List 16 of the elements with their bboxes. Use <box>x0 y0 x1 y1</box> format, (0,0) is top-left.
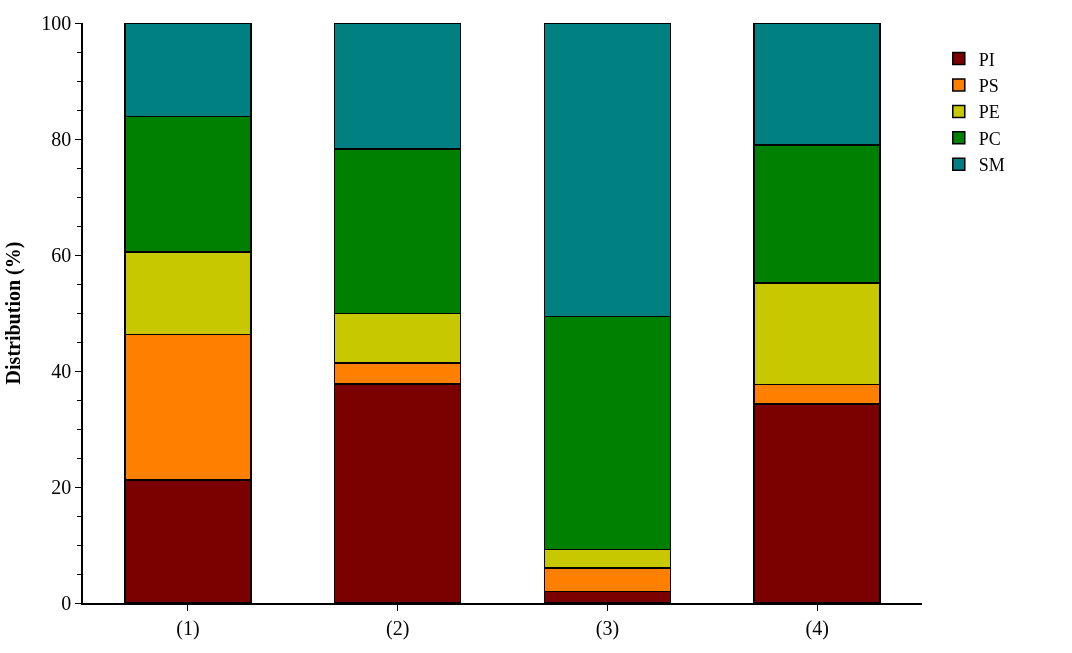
y-tick-label: 80 <box>51 128 72 150</box>
legend-label: PC <box>978 128 1001 149</box>
y-tick-label: 20 <box>51 476 72 498</box>
x-tick-label: (2) <box>385 616 410 640</box>
legend-label: PI <box>978 49 995 70</box>
legend-label: PS <box>978 76 999 97</box>
y-axis-title: Distribution (%) <box>2 241 26 385</box>
y-tick-label: 100 <box>41 12 72 34</box>
legend-label: SM <box>978 155 1005 176</box>
y-tick-label: 0 <box>61 592 72 614</box>
y-tick-label: 40 <box>51 360 72 382</box>
x-tick-label: (4) <box>805 616 829 640</box>
x-tick-label: (1) <box>176 616 200 640</box>
x-tick-label: (3) <box>595 616 620 640</box>
y-tick-label: 60 <box>51 244 72 266</box>
legend-label: PE <box>978 102 1000 123</box>
